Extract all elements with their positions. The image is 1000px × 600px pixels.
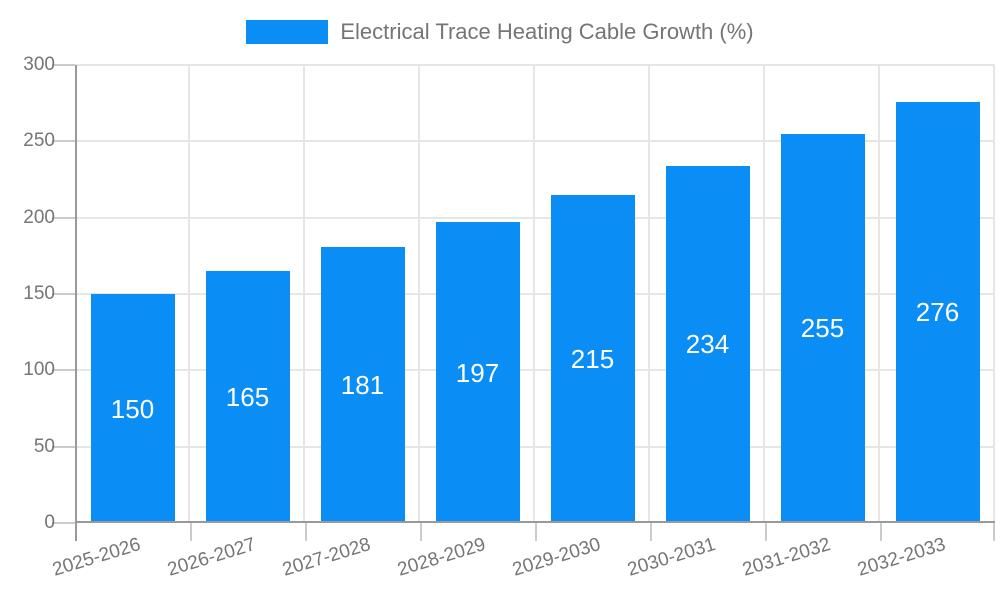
v-gridline [763,65,765,523]
x-axis-tick [420,523,422,541]
x-axis-tick [535,523,537,541]
bar[interactable] [205,271,290,521]
bar[interactable] [320,246,405,521]
v-gridline [993,65,995,523]
y-axis-line [75,65,77,541]
v-gridline [878,65,880,523]
y-axis-tick [52,369,75,372]
bar[interactable] [550,194,635,521]
legend-item[interactable]: Electrical Trace Heating Cable Growth (%… [246,19,754,45]
legend-swatch [246,20,329,44]
x-axis-line [75,521,995,523]
y-axis-tick-label: 200 [23,206,55,228]
h-gridline [75,293,995,295]
legend: Electrical Trace Heating Cable Growth (%… [0,19,1000,45]
v-gridline [648,65,650,523]
x-axis-tick [880,523,882,541]
x-axis-tick [650,523,652,541]
bar[interactable] [90,294,175,521]
bar[interactable] [895,101,980,521]
x-axis-tick [190,523,192,541]
bar[interactable] [665,165,750,521]
h-gridline [75,445,995,448]
h-gridline [75,369,995,372]
y-axis-tick [52,445,75,448]
y-axis-tick-label: 250 [23,130,55,152]
y-axis-tick-label: 50 [33,435,55,457]
h-gridline [75,64,995,66]
legend-label: Electrical Trace Heating Cable Growth (%… [340,19,754,44]
y-axis-tick [52,140,75,143]
x-axis-tick [765,523,767,541]
bar[interactable] [780,133,865,521]
y-axis-tick-label: 300 [23,54,55,75]
v-gridline [188,65,190,523]
y-axis-tick [52,216,75,219]
y-axis-tick-label: 100 [23,359,55,381]
v-gridline [533,65,535,523]
y-axis-tick [52,293,75,295]
v-gridline [418,65,420,523]
v-gridline [303,65,305,523]
y-axis-tick-label: 0 [44,512,55,533]
y-axis-tick-label: 150 [23,283,55,304]
y-axis-tick [52,64,75,66]
x-axis-tick [993,523,995,541]
h-gridline [75,140,995,143]
y-axis-tick [52,522,75,524]
x-axis-tick [305,523,307,541]
h-gridline [75,216,995,219]
bar[interactable] [435,222,520,521]
